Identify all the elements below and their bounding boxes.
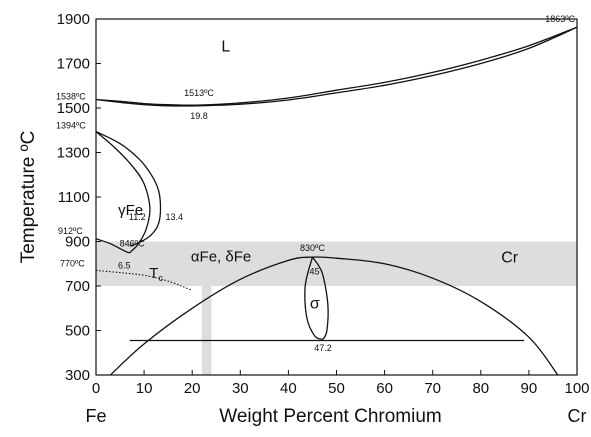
x-tick-label: 80 xyxy=(472,380,489,397)
x-tick-label: 50 xyxy=(328,380,345,397)
y-axis-title: Temperature ºC xyxy=(18,131,39,264)
x-tick-label: 10 xyxy=(136,380,153,397)
annotation: 770ºC xyxy=(60,258,85,268)
annotation: 1863ºC xyxy=(545,14,575,24)
annotation: 11.2 xyxy=(129,212,146,222)
y-tick-label: 1300 xyxy=(57,145,90,162)
annotation: 830ºC xyxy=(300,243,325,253)
curve-sigma-left xyxy=(304,256,324,341)
phase-label-gamma: γFe xyxy=(118,202,143,219)
annotation: 846ºC xyxy=(120,239,145,249)
x-tick-label: 0 xyxy=(92,380,100,397)
y-tick-label: 700 xyxy=(65,278,90,295)
phase-label-sigma: σ xyxy=(310,295,320,312)
y-tick-label: 500 xyxy=(65,323,90,340)
x-tick-label: 20 xyxy=(184,380,201,397)
annotation: 45 xyxy=(309,266,319,276)
annotation: 19.8 xyxy=(190,111,208,121)
phase-label-liquid: L xyxy=(221,38,230,55)
annotation: 47.2 xyxy=(314,343,332,353)
y-tick-label: 1100 xyxy=(58,189,90,206)
x-tick-label: 70 xyxy=(424,380,441,397)
phase-label-cr: Cr xyxy=(501,250,519,267)
phase-label-alpha-delta: αFe, δFe xyxy=(191,249,251,266)
phase-label-tc: Tc xyxy=(149,265,163,283)
curve-sigma-dome xyxy=(109,256,559,376)
y-tick-label: 1500 xyxy=(57,100,90,117)
x-axis-title: Weight Percent Chromium xyxy=(219,406,441,427)
curve-sigma-right xyxy=(311,256,329,340)
annotation: 13.4 xyxy=(165,212,183,222)
x-tick-label: 60 xyxy=(376,380,393,397)
y-tick-label: 1900 xyxy=(57,11,90,28)
y-tick-label: 1700 xyxy=(57,56,90,73)
x-tick-label: 100 xyxy=(564,380,589,397)
annotation: 1538ºC xyxy=(56,92,86,102)
end-label-fe: Fe xyxy=(85,406,106,426)
x-tick-label: 40 xyxy=(280,380,297,397)
curve-solidus xyxy=(95,26,578,107)
highlight-band xyxy=(96,241,577,286)
curve-gamma-loop-inner xyxy=(95,131,151,254)
y-tick-label: 900 xyxy=(65,234,90,251)
annotation: 1394ºC xyxy=(56,121,86,131)
curve-liquidus xyxy=(95,26,578,106)
highlight-strip xyxy=(201,286,212,375)
plot-frame xyxy=(95,18,578,376)
annotation: 912ºC xyxy=(58,226,83,236)
annotation: 1513ºC xyxy=(184,88,214,98)
curve-gamma-loop-outer xyxy=(95,131,162,247)
annotation: 6.5 xyxy=(118,261,131,271)
x-tick-label: 30 xyxy=(232,380,249,397)
y-tick-label: 300 xyxy=(65,367,90,384)
end-label-cr: Cr xyxy=(568,406,587,426)
x-tick-label: 90 xyxy=(521,380,538,397)
